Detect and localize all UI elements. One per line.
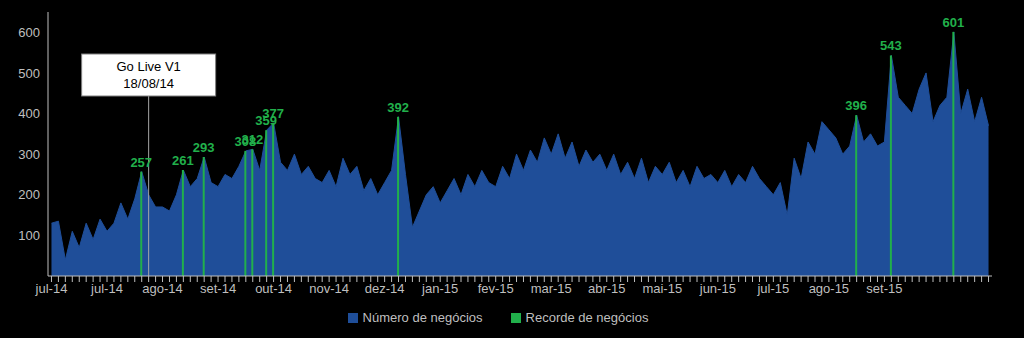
svg-text:600: 600 — [18, 25, 40, 40]
svg-text:312: 312 — [241, 132, 263, 147]
svg-text:nov-14: nov-14 — [309, 281, 349, 296]
svg-text:293: 293 — [193, 140, 215, 155]
svg-text:257: 257 — [130, 155, 152, 170]
svg-text:396: 396 — [845, 98, 867, 113]
svg-text:200: 200 — [18, 187, 40, 202]
svg-text:377: 377 — [262, 106, 284, 121]
svg-text:100: 100 — [18, 228, 40, 243]
svg-text:jul-15: jul-15 — [756, 281, 789, 296]
html-text:Recorde de negócios: Recorde de negócios — [525, 310, 649, 325]
svg-text:543: 543 — [880, 38, 902, 53]
svg-text:mar-15: mar-15 — [531, 281, 572, 296]
svg-text:500: 500 — [18, 66, 40, 81]
svg-text:set-14: set-14 — [200, 281, 236, 296]
svg-text:out-14: out-14 — [255, 281, 292, 296]
svg-text:jul-14: jul-14 — [35, 281, 68, 296]
svg-text:dez-14: dez-14 — [365, 281, 405, 296]
svg-text:abr-15: abr-15 — [588, 281, 626, 296]
svg-text:ago-14: ago-14 — [142, 281, 182, 296]
svg-text:18/08/14: 18/08/14 — [123, 76, 174, 91]
svg-text:Go Live V1: Go Live V1 — [116, 59, 180, 74]
svg-text:400: 400 — [18, 106, 40, 121]
svg-text:jan-15: jan-15 — [421, 281, 458, 296]
svg-text:jun-15: jun-15 — [699, 281, 736, 296]
svg-text:set-15: set-15 — [866, 281, 902, 296]
svg-text:fev-15: fev-15 — [478, 281, 514, 296]
svg-text:300: 300 — [18, 147, 40, 162]
svg-text:ago-15: ago-15 — [809, 281, 849, 296]
svg-text:392: 392 — [387, 100, 409, 115]
svg-text:601: 601 — [943, 15, 965, 30]
svg-text:261: 261 — [172, 153, 194, 168]
html-text:Número de negócios: Número de negócios — [362, 310, 483, 325]
svg-text:jul-14: jul-14 — [90, 281, 123, 296]
svg-text:mai-15: mai-15 — [642, 281, 682, 296]
